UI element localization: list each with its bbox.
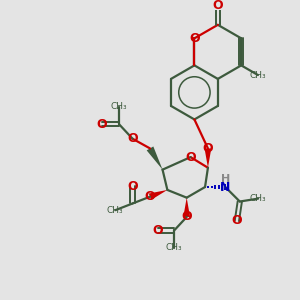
Text: H: H (221, 174, 230, 184)
Polygon shape (147, 146, 163, 170)
Text: O: O (189, 32, 200, 45)
Text: O: O (96, 118, 107, 131)
Text: O: O (127, 180, 138, 193)
Text: CH₃: CH₃ (166, 243, 182, 252)
Text: O: O (127, 132, 138, 145)
Polygon shape (183, 198, 190, 217)
Text: CH₃: CH₃ (111, 102, 128, 111)
Text: O: O (212, 0, 223, 12)
Polygon shape (149, 190, 167, 200)
Text: O: O (152, 224, 163, 237)
Text: CH₃: CH₃ (250, 70, 266, 80)
Text: O: O (145, 190, 155, 203)
Polygon shape (205, 148, 211, 168)
Text: O: O (202, 142, 213, 155)
Text: CH₃: CH₃ (107, 206, 124, 215)
Text: O: O (182, 211, 192, 224)
Text: N: N (220, 181, 230, 194)
Text: O: O (232, 214, 242, 227)
Text: O: O (185, 151, 196, 164)
Text: CH₃: CH₃ (250, 194, 266, 203)
